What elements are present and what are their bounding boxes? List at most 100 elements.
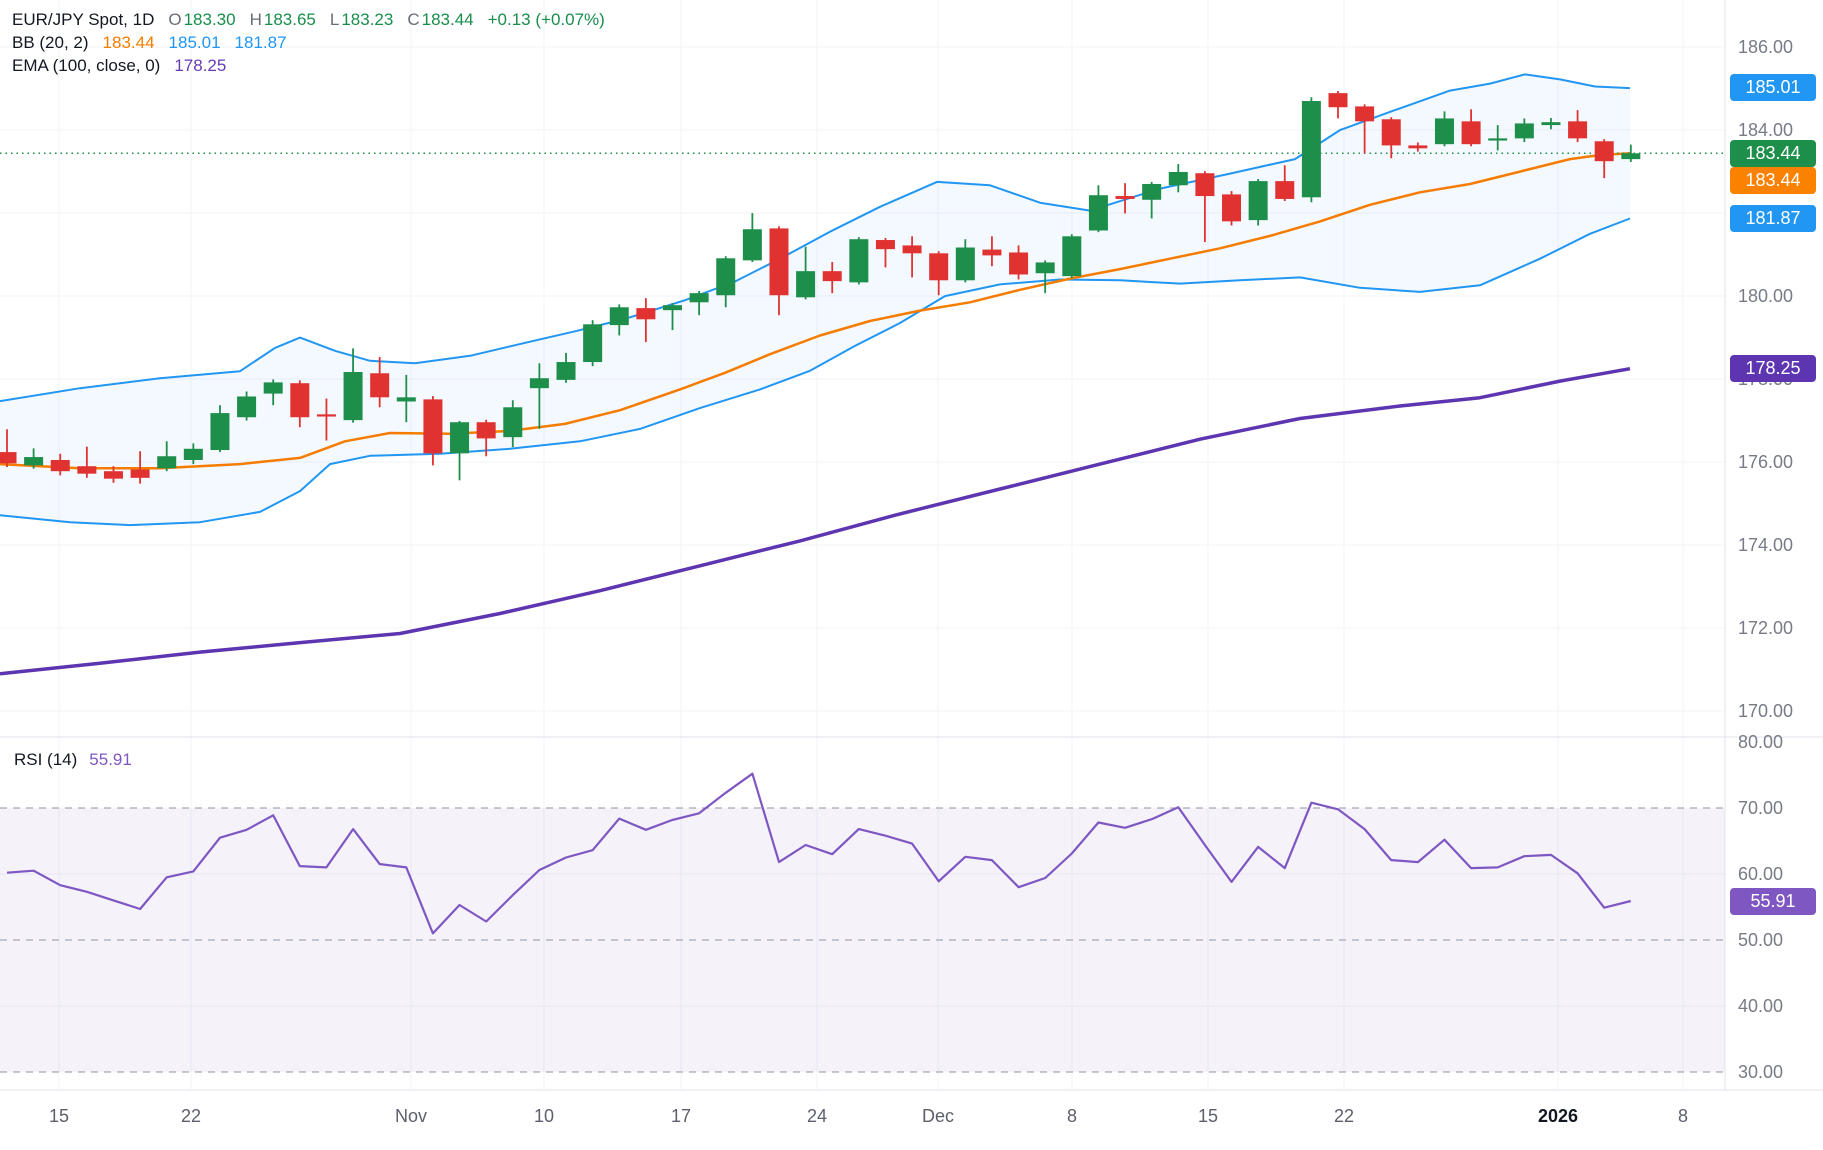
legend-row-bb: BB (20, 2) 183.44 185.01 181.87 [12,31,605,54]
candle-body [263,382,283,394]
bb-upper-line [0,73,1631,403]
bb-indicator-label: BB (20, 2) [12,32,89,52]
candle-body [796,271,816,298]
rsi-tick-label: 60.00 [1738,864,1784,884]
candle-body [103,471,123,479]
candle-body [1275,181,1295,199]
candle-body [1408,145,1428,149]
time-tick-label: 15 [48,1106,70,1126]
rsi-legend: RSI (14) 55.91 [14,750,132,770]
candle-body [1248,181,1268,221]
candle-body [423,399,443,454]
candle-body [1621,153,1641,160]
symbol-title: EUR/JPY Spot, 1D [12,9,155,29]
candle-body [77,466,97,474]
candle-body [450,422,470,454]
candle-body [343,372,363,421]
time-tick-label: 24 [806,1106,828,1126]
price-badge: 185.01 [1730,74,1816,101]
time-tick-label: 15 [1197,1106,1219,1126]
candle-body [556,362,576,380]
candle-body [875,240,895,250]
candle-body [1009,252,1029,275]
chart-legend: EUR/JPY Spot, 1D O 183.30 H 183.65 L 183.23… [12,8,605,77]
candle-body [1381,119,1401,146]
time-tick-label: 10 [533,1106,555,1126]
price-tick-label: 172.00 [1738,618,1794,639]
candle-body [157,456,177,469]
rsi-tick-label: 50.00 [1738,930,1784,950]
ema-indicator-label: EMA (100, close, 0) [12,55,161,75]
candle-body [929,253,949,281]
time-tick-label: 22 [1333,1106,1355,1126]
candle-body [1541,122,1561,126]
candle-body [1328,93,1348,108]
candle-body [902,245,922,254]
candle-body [1142,184,1162,200]
rsi-tick-label: 40.00 [1738,996,1784,1016]
price-badge: 55.91 [1730,887,1816,915]
candle-body [742,229,762,261]
candle-body [24,457,44,466]
time-tick-label: Dec [921,1106,955,1126]
candle-body [183,448,203,460]
candle-body [396,397,416,402]
candle-body [636,308,656,320]
price-tick-label: 186.00 [1738,37,1794,58]
time-tick-label: 17 [670,1106,692,1126]
candle-body [1594,141,1614,162]
candle-body [1168,171,1188,186]
candle-body [1301,101,1321,198]
candle-body [476,422,496,439]
candle-body [822,271,842,282]
bb-upper-value: 185.01 [168,32,221,52]
ohlc-high: H 183.65 [249,9,316,29]
price-tick-label: 174.00 [1738,535,1794,556]
price-tick-label: 184.00 [1738,120,1794,141]
candle-body [689,293,709,303]
time-tick-label: Nov [394,1106,428,1126]
time-tick-label: 8 [1066,1106,1078,1126]
candle-body [1568,121,1588,139]
candle-body [316,414,336,417]
candle-body [849,239,869,283]
candle-body [1355,106,1375,122]
candle-body [1115,196,1135,199]
rsi-indicator-label: RSI (14) [14,750,78,769]
rsi-tick-label: 80.00 [1738,732,1784,752]
candle-body [237,396,257,418]
rsi-tick-label: 30.00 [1738,1062,1784,1082]
candle-body [1434,118,1454,145]
ema-line [0,366,1631,676]
bb-lower-line [0,217,1631,527]
candle-body [1461,121,1481,145]
time-tick-label: 8 [1677,1106,1689,1126]
candle-body [50,459,70,472]
legend-row-symbol: EUR/JPY Spot, 1D O 183.30 H 183.65 L 183.23… [12,8,605,31]
candle-body [716,258,736,296]
candle-body [1088,195,1108,231]
candle-body [955,247,975,281]
candle-body [0,452,17,464]
candle-body [1062,236,1082,277]
candle-body [1488,138,1508,141]
rsi-tick-label: 70.00 [1738,798,1784,818]
candle-body [1035,262,1055,274]
candle-body [663,305,682,311]
candle-body [1222,194,1242,222]
price-tick-label: 180.00 [1738,286,1794,307]
time-tick-label: 22 [180,1106,202,1126]
candle-body [982,249,1002,256]
candle-body [529,378,549,389]
candle-body [769,228,789,296]
ohlc-open: O 183.30 [168,9,236,29]
candle-body [290,383,310,418]
price-badge: 178.25 [1730,355,1816,382]
bb-mid-value: 183.44 [102,32,155,52]
candle-body [1195,173,1215,197]
bb-lower-value: 181.87 [234,32,287,52]
candle-body [210,413,230,451]
bb-band-fill [0,74,1630,526]
